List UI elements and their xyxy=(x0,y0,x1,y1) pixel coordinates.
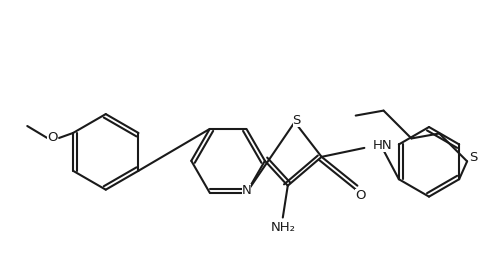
Text: S: S xyxy=(293,114,301,126)
Text: S: S xyxy=(469,151,477,164)
Text: N: N xyxy=(242,184,251,197)
Text: O: O xyxy=(355,189,366,202)
Text: O: O xyxy=(47,132,58,144)
Text: NH₂: NH₂ xyxy=(270,221,295,234)
Text: HN: HN xyxy=(372,139,392,152)
